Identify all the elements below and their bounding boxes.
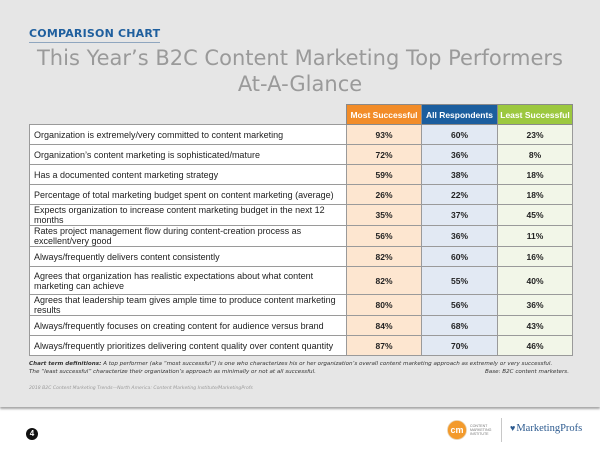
chart-definitions: Chart term definitions: A top performer …: [29, 360, 569, 376]
value-all-respondents: 36%: [421, 144, 498, 165]
value-most-successful: 72%: [346, 144, 422, 165]
definitions-line-1: A top performer (aka “most successful”) …: [101, 361, 553, 367]
row-label: Agrees that organization has realistic e…: [29, 266, 347, 295]
value-most-successful: 93%: [346, 124, 422, 145]
value-least-successful: 8%: [497, 144, 573, 165]
value-all-respondents: 38%: [421, 164, 498, 185]
table-row: Has a documented content marketing strat…: [29, 164, 573, 185]
table-row: Organization’s content marketing is soph…: [29, 144, 573, 165]
table-row: Percentage of total marketing budget spe…: [29, 184, 573, 205]
value-least-successful: 40%: [497, 266, 573, 295]
value-least-successful: 23%: [497, 124, 573, 145]
header-row: Most Successful All Respondents Least Su…: [30, 104, 573, 125]
base-note: Base: B2C content marketers.: [484, 369, 569, 375]
value-most-successful: 56%: [346, 225, 422, 247]
marketingprofs-text: MarketingProfs: [516, 423, 583, 434]
header-most-successful: Most Successful: [346, 104, 422, 125]
value-least-successful: 18%: [497, 164, 573, 185]
chart-title: This Year’s B2C Content Marketing Top Pe…: [0, 45, 600, 97]
table-row: Always/frequently focuses on creating co…: [29, 315, 573, 336]
value-least-successful: 46%: [497, 335, 573, 356]
cmi-logo-text: Content Marketing Institute: [470, 424, 491, 436]
value-all-respondents: 60%: [421, 246, 498, 267]
value-least-successful: 45%: [497, 204, 573, 226]
value-all-respondents: 68%: [421, 315, 498, 336]
marketingprofs-logo: ♥MarketingProfs: [510, 423, 582, 434]
marketingprofs-bird-icon: ♥: [510, 423, 516, 433]
header-blank: [30, 105, 347, 125]
row-label: Agrees that leadership team gives ample …: [29, 294, 347, 316]
table-row: Rates project management flow during con…: [29, 225, 573, 247]
table-row: Always/frequently prioritizes delivering…: [29, 335, 573, 356]
title-line-1: This Year’s B2C Content Marketing Top Pe…: [36, 46, 563, 70]
cmi-logo-icon: cm: [447, 420, 467, 440]
page-number: 4: [26, 428, 38, 440]
value-all-respondents: 56%: [421, 294, 498, 316]
title-line-2: At-A-Glance: [237, 72, 363, 96]
table-row: Expects organization to increase content…: [29, 204, 573, 226]
value-least-successful: 36%: [497, 294, 573, 316]
header-least-successful: Least Successful: [497, 104, 573, 125]
value-all-respondents: 60%: [421, 124, 498, 145]
logo-divider: [501, 418, 502, 442]
source-note: 2018 B2C Content Marketing Trends—North …: [29, 386, 253, 391]
table-row: Always/frequently delivers content consi…: [29, 246, 573, 267]
cmi-text-line-1: Content: [470, 424, 488, 428]
row-label: Has a documented content marketing strat…: [29, 164, 347, 185]
value-most-successful: 82%: [346, 266, 422, 295]
section-kicker: COMPARISON CHART: [29, 27, 161, 43]
value-least-successful: 11%: [497, 225, 573, 247]
row-label: Organization’s content marketing is soph…: [29, 144, 347, 165]
table-row: Agrees that leadership team gives ample …: [29, 294, 573, 316]
value-all-respondents: 22%: [421, 184, 498, 205]
table-row: Organization is extremely/very committed…: [29, 124, 573, 145]
value-most-successful: 87%: [346, 335, 422, 356]
value-all-respondents: 70%: [421, 335, 498, 356]
value-least-successful: 43%: [497, 315, 573, 336]
row-label: Percentage of total marketing budget spe…: [29, 184, 347, 205]
value-all-respondents: 37%: [421, 204, 498, 226]
row-label: Always/frequently delivers content consi…: [29, 246, 347, 267]
value-most-successful: 84%: [346, 315, 422, 336]
value-least-successful: 18%: [497, 184, 573, 205]
slide-panel: COMPARISON CHART This Year’s B2C Content…: [0, 0, 600, 407]
definitions-line-2: The “least successful” characterize thei…: [29, 369, 316, 375]
definitions-lead: Chart term definitions:: [29, 361, 102, 367]
cmi-text-line-2: Marketing: [470, 428, 492, 432]
header-all-respondents: All Respondents: [421, 104, 498, 125]
row-label: Expects organization to increase content…: [29, 204, 347, 226]
row-label: Organization is extremely/very committed…: [29, 124, 347, 145]
table-row: Agrees that organization has realistic e…: [29, 266, 573, 295]
value-all-respondents: 36%: [421, 225, 498, 247]
value-all-respondents: 55%: [421, 266, 498, 295]
value-least-successful: 16%: [497, 246, 573, 267]
value-most-successful: 35%: [346, 204, 422, 226]
row-label: Always/frequently focuses on creating co…: [29, 315, 347, 336]
cmi-logo-mark: cm: [450, 425, 463, 435]
value-most-successful: 80%: [346, 294, 422, 316]
value-most-successful: 26%: [346, 184, 422, 205]
row-label: Rates project management flow during con…: [29, 225, 347, 247]
value-most-successful: 82%: [346, 246, 422, 267]
value-most-successful: 59%: [346, 164, 422, 185]
cmi-text-line-3: Institute: [470, 432, 489, 436]
row-label: Always/frequently prioritizes delivering…: [29, 335, 347, 356]
comparison-table: Most Successful All Respondents Least Su…: [29, 104, 573, 356]
